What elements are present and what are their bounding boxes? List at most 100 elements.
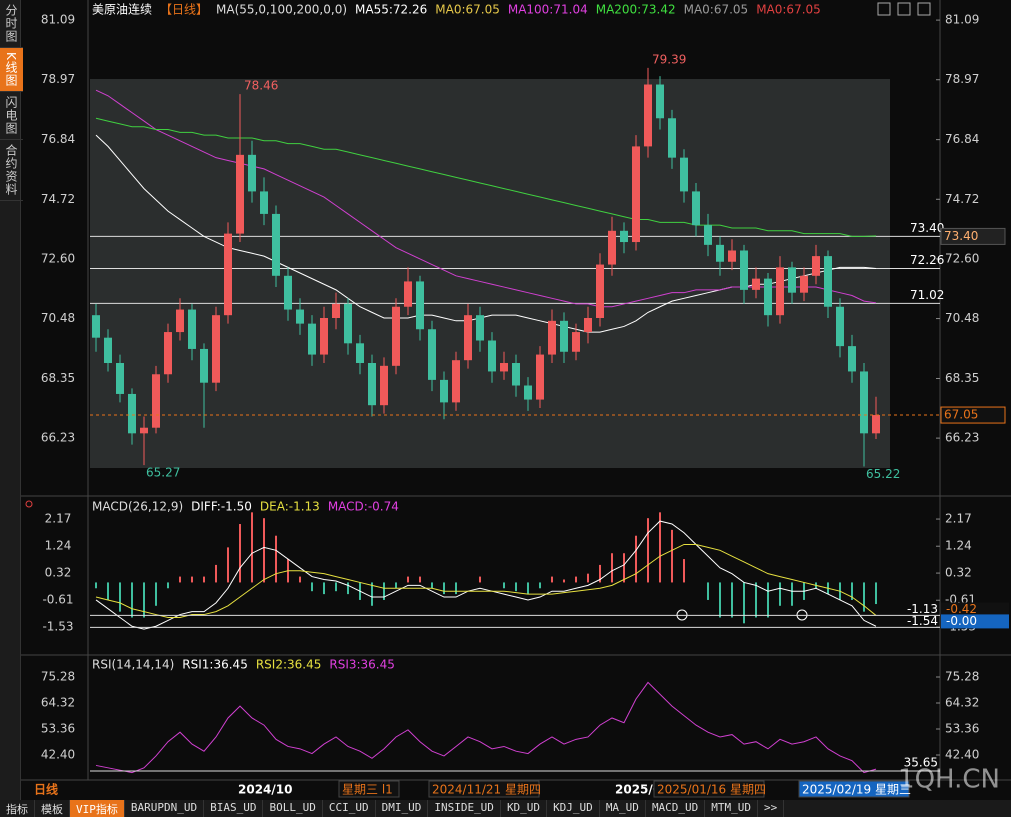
settings-dot[interactable] xyxy=(25,500,33,508)
rsi-line xyxy=(95,681,877,774)
candle-body xyxy=(500,363,508,372)
y-tick-label: 1.24 xyxy=(945,539,972,553)
y-tick-label: 68.35 xyxy=(945,371,979,385)
y-tick-label: -0.61 xyxy=(42,593,73,607)
candle-body xyxy=(92,315,100,338)
candle-body xyxy=(668,118,676,158)
y-tick-label: 74.72 xyxy=(945,192,979,206)
candle-body xyxy=(488,340,496,372)
high-label: 78.46 xyxy=(244,79,278,93)
y-tick-label: 76.84 xyxy=(945,132,979,146)
y-tick-label: 78.97 xyxy=(945,72,979,86)
candle-body xyxy=(632,146,640,243)
level-label: 35.65 xyxy=(904,756,938,770)
indicator-tab[interactable]: MACD_UD xyxy=(646,800,706,817)
header-item: MACD:-0.74 xyxy=(328,500,399,514)
y-tick-label: 2.17 xyxy=(45,512,72,526)
y-tick-label: 66.23 xyxy=(41,431,75,445)
price-tag-bg xyxy=(940,227,1006,245)
last-price-tag: 67.05 xyxy=(944,408,978,422)
header-item: MA55:72.26 xyxy=(355,3,427,17)
candle-body xyxy=(548,320,556,355)
candle-body xyxy=(824,256,832,307)
side-tab[interactable]: K线图 xyxy=(0,48,23,92)
candle-body xyxy=(416,281,424,330)
candle-body xyxy=(212,315,220,383)
indicator-tab[interactable]: 指标 xyxy=(0,800,35,817)
last-tag-bg xyxy=(940,406,1006,424)
candle-body xyxy=(380,365,388,406)
candle-body xyxy=(872,415,880,434)
candle-body xyxy=(344,303,352,344)
candle-body xyxy=(128,393,136,434)
y-tick-label: 81.09 xyxy=(41,13,75,27)
candle-body xyxy=(788,267,796,293)
y-tick-label: 81.09 xyxy=(945,13,979,27)
candle-body xyxy=(728,250,736,262)
indicator-tab[interactable]: BARUPDN_UD xyxy=(125,800,205,817)
indicator-tab[interactable]: KDJ_UD xyxy=(547,800,600,817)
candle-body xyxy=(716,244,724,262)
side-tab[interactable]: 分时图 xyxy=(0,0,23,48)
header-item: 美原油连续 xyxy=(92,2,152,17)
y-tick-label: 74.72 xyxy=(41,192,75,206)
candle-body xyxy=(620,230,628,243)
header-item: RSI3:36.45 xyxy=(329,658,395,672)
candle-body xyxy=(800,275,808,293)
candle-body xyxy=(464,315,472,361)
indicator-tab[interactable]: >> xyxy=(758,800,785,817)
candle-body xyxy=(140,427,148,434)
candle-body xyxy=(740,250,748,290)
indicator-tab[interactable]: 模板 xyxy=(35,800,70,817)
indicator-tab[interactable]: KD_UD xyxy=(501,800,548,817)
candle-body xyxy=(356,343,364,364)
candle-body xyxy=(560,320,568,352)
header-item: RSI1:36.45 xyxy=(182,658,248,672)
date-box xyxy=(653,780,765,798)
x-label: 2025/01/16 星期四 xyxy=(657,783,766,797)
macd-tag-bg xyxy=(941,602,1009,617)
macd-tag-bg xyxy=(941,614,1009,629)
candle-body xyxy=(392,306,400,366)
candle-body xyxy=(308,323,316,355)
header-item: MA0:67.05 xyxy=(684,3,749,17)
indicator-tab[interactable]: DMI_UD xyxy=(376,800,429,817)
indicator-tab[interactable]: MTM_UD xyxy=(705,800,759,817)
candle-body xyxy=(584,317,592,333)
y-tick-label: 53.36 xyxy=(945,721,979,735)
indicator-tab[interactable]: VIP指标 xyxy=(70,800,125,817)
bottom-tabs: 指标 模板 VIP指标 BARUPDN_UD BIAS_UD BOLL_UD CCI_UD D… xyxy=(0,800,1011,817)
indicator-tab[interactable]: MA_UD xyxy=(600,800,646,817)
indicator-tab[interactable]: BIAS_UD xyxy=(204,800,264,817)
candle-body xyxy=(368,363,376,406)
macd-tag: -0.00 xyxy=(946,614,977,628)
candle-body xyxy=(248,154,256,192)
y-tick-label: 53.36 xyxy=(41,721,75,735)
side-tab[interactable]: 闪电图 xyxy=(0,92,23,140)
indicator-tab[interactable]: INSIDE_UD xyxy=(428,800,501,817)
toolbar-icons[interactable] xyxy=(877,2,931,16)
side-tab[interactable]: 合约资料 xyxy=(0,140,23,201)
level-label: 73.40 xyxy=(910,221,944,235)
y-tick-label: 72.60 xyxy=(945,251,979,265)
indicator-tab[interactable]: BOLL_UD xyxy=(263,800,323,817)
y-tick-label: 0.32 xyxy=(945,566,972,580)
high-label: 79.39 xyxy=(652,52,686,66)
x-label: 星期三 l1 xyxy=(342,783,393,797)
indicator-tab[interactable]: CCI_UD xyxy=(323,800,376,817)
y-tick-label: 2.17 xyxy=(945,512,972,526)
chart: 美原油连续 【日线】 MA(55,0,100,200,0,0) MA55:72.26 M… xyxy=(21,0,1011,798)
y-tick-label: -1.53 xyxy=(42,620,73,634)
header-item: MA100:71.04 xyxy=(508,3,588,17)
candle-body xyxy=(440,379,448,403)
candle-body xyxy=(836,306,844,347)
level-label: 72.26 xyxy=(910,253,944,267)
y-tick-label: 70.48 xyxy=(41,311,75,325)
candle-body xyxy=(692,191,700,226)
candle-body xyxy=(536,354,544,400)
header-item: MA0:67.05 xyxy=(435,3,500,17)
date-box xyxy=(338,780,400,798)
candle-body xyxy=(152,374,160,428)
period-label: 日线 xyxy=(34,782,58,797)
candle-body xyxy=(452,360,460,403)
